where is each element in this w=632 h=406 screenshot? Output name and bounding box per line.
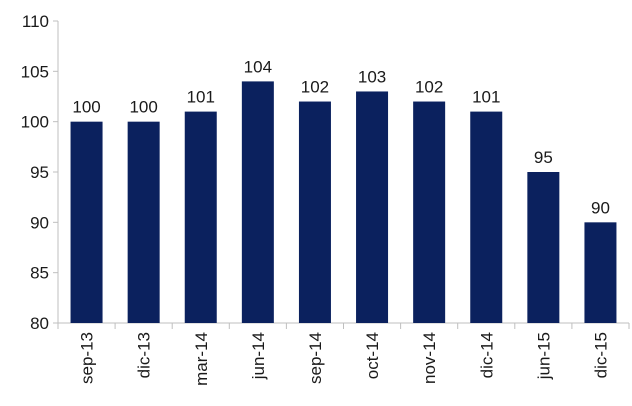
data-label: 95 — [534, 148, 553, 167]
data-label: 100 — [129, 98, 157, 117]
bar — [470, 111, 503, 323]
y-tick-label: 105 — [21, 62, 49, 81]
x-category-label: sep-14 — [306, 332, 325, 384]
data-label: 104 — [244, 57, 272, 76]
x-category-label: dic-15 — [591, 332, 610, 378]
x-axis: sep-13 dic-13 mar-14 jun-14 sep-14 oct-14 nov-… — [57, 322, 630, 386]
bar-series — [70, 81, 617, 324]
x-category-label: jun-15 — [534, 332, 553, 380]
y-axis: 80 85 90 95 100 105 110 — [21, 12, 59, 333]
y-tick-label: 85 — [30, 264, 49, 283]
bar — [298, 101, 331, 324]
bar — [527, 172, 560, 323]
x-category-label: sep-13 — [78, 332, 97, 384]
bar — [356, 91, 389, 323]
y-tick-label: 100 — [21, 113, 49, 132]
data-label: 90 — [591, 198, 610, 217]
data-label: 103 — [358, 67, 386, 86]
data-labels: 100 100 101 104 102 103 102 101 95 90 — [72, 57, 610, 217]
bar — [413, 101, 446, 324]
data-label: 100 — [72, 98, 100, 117]
data-label: 102 — [415, 78, 443, 97]
bar — [70, 121, 103, 324]
data-label: 101 — [187, 88, 215, 107]
data-label: 102 — [301, 78, 329, 97]
data-label: 101 — [472, 88, 500, 107]
x-category-label: oct-14 — [363, 332, 382, 379]
bar — [127, 121, 160, 324]
x-category-label: jun-14 — [249, 332, 268, 380]
y-tick-label: 95 — [30, 163, 49, 182]
x-category-label: dic-14 — [477, 332, 496, 378]
y-tick-label: 90 — [30, 213, 49, 232]
x-category-label: dic-13 — [135, 332, 154, 378]
bar — [584, 222, 617, 323]
x-category-label: mar-14 — [192, 332, 211, 386]
y-tick-label: 110 — [22, 12, 49, 31]
x-category-label: nov-14 — [420, 332, 439, 384]
y-tick-label: 80 — [30, 314, 49, 333]
bar — [184, 111, 217, 323]
bar — [241, 81, 274, 324]
